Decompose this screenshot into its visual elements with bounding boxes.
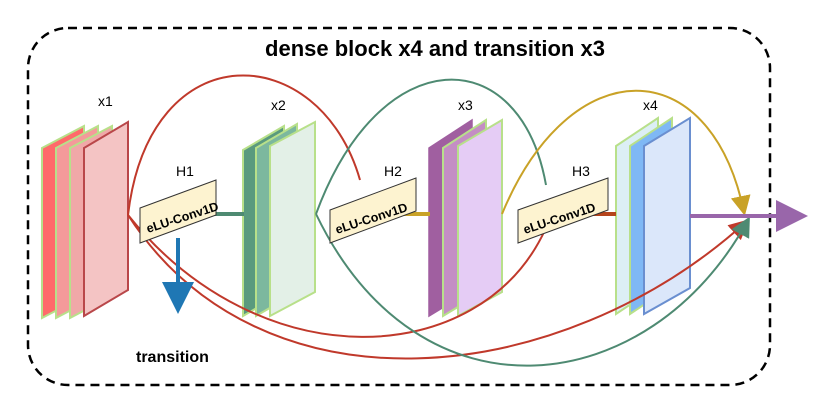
x2-label: x2 <box>271 97 286 113</box>
skip-x1-to-h2 <box>127 74 361 216</box>
skip-x1-to-h3 <box>127 214 546 338</box>
transition-label: transition <box>136 349 209 366</box>
layer-h1: eLU-Conv1D <box>139 179 220 244</box>
h3-label: H3 <box>572 163 590 179</box>
layer-h3: eLU-Conv1D <box>517 177 609 244</box>
feature-map-x3 <box>428 118 503 318</box>
dense-block-boundary <box>26 26 772 387</box>
h1-label: H1 <box>176 163 194 179</box>
skip-x3-to-output <box>501 89 751 216</box>
x1-label: x1 <box>98 93 113 109</box>
feature-map-x1 <box>41 120 129 320</box>
feature-map-x4 <box>615 116 691 316</box>
skip-x2-to-h3 <box>315 78 547 215</box>
layer-h2: eLU-Conv1D <box>329 177 417 244</box>
feature-map-x2 <box>242 120 316 318</box>
h2-label: H2 <box>384 163 402 179</box>
skip-x1-to-output <box>127 214 749 360</box>
skip-x2-to-output <box>315 213 750 367</box>
x3-label: x3 <box>458 97 473 113</box>
diagram-title: dense block x4 and transition x3 <box>265 36 605 61</box>
x4-label: x4 <box>643 97 658 113</box>
